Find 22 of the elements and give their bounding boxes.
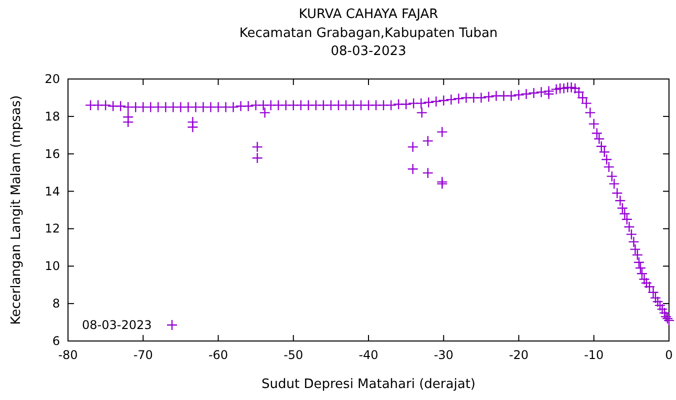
y-tick-label: 16 [44,146,60,161]
x-axis-title: Sudut Depresi Matahari (derajat) [262,377,476,392]
chart-title: KURVA CAHAYA FAJAR [298,7,438,22]
x-tick-label: -60 [208,348,228,362]
x-tick-label: -50 [284,348,304,362]
x-tick-label: -70 [133,348,153,362]
x-tick-label: -40 [358,348,378,362]
x-tick-label: -30 [434,348,454,362]
y-tick-label: 14 [44,184,60,198]
x-tick-label: -20 [508,348,529,362]
y-tick-label: 20 [44,72,60,86]
y-tick-label: 6 [52,334,60,348]
x-tick-label: -80 [58,348,78,362]
y-tick-label: 18 [44,109,60,124]
y-tick-label: 8 [52,296,60,311]
chart-subtitle: Kecamatan Grabagan,Kabupaten Tuban 08-03-2023 [239,26,498,59]
x-tick-label: 0 [665,348,673,362]
y-tick-label: 12 [44,222,60,236]
x-tick-label: -10 [584,348,604,362]
y-tick-label: 10 [44,259,60,274]
y-axis-title: Kecerlangan Langit Malam (mpsas) [9,95,24,325]
legend-label: 08-03-2023 [82,318,152,332]
